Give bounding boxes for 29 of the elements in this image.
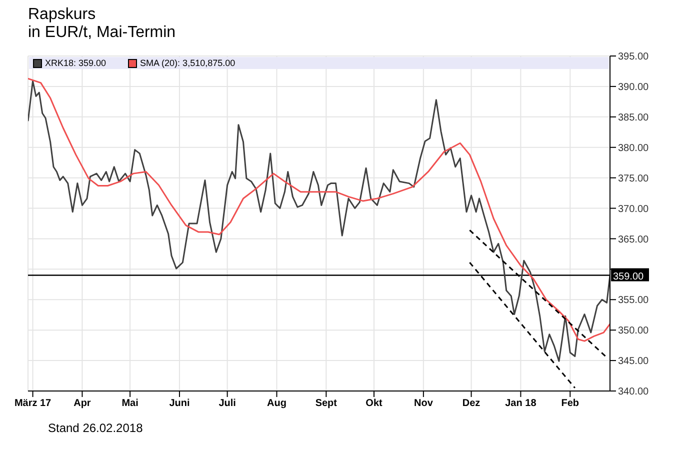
x-tick-label: Dez (462, 398, 480, 410)
y-tick-label: 350.00 (618, 326, 650, 337)
y-tick-label: 345.00 (618, 356, 650, 368)
y-tick-label: 365.00 (618, 234, 650, 246)
x-tick-label: Okt (366, 398, 384, 410)
chart-subtitle: in EUR/t, Mai-Termin (28, 24, 177, 42)
x-tick-label: Nov (414, 398, 434, 410)
y-tick-label: 380.00 (618, 142, 650, 154)
x-tick-label: Jan 18 (505, 398, 537, 410)
text: Stand 26.02.2018 (48, 421, 144, 435)
y-tick-label: 385.00 (618, 112, 650, 124)
x-tick-label: Feb (561, 398, 580, 410)
ref-line-label: 359.00 (613, 271, 644, 282)
chart-title: Rapskurs (28, 6, 97, 24)
x-tick-label: Aug (267, 398, 286, 410)
x-tick-label: Sept (315, 398, 338, 410)
x-tick-label: Apr (74, 398, 91, 410)
x-tick-label: Mai (122, 398, 139, 410)
y-tick-label: 355.00 (618, 295, 650, 306)
y-tick-label: 340.00 (618, 386, 650, 398)
y-tick-label: 370.00 (618, 204, 650, 215)
y-tick-label: 375.00 (618, 173, 650, 184)
y-tick-label: 395.00 (618, 52, 650, 63)
x-tick-label: Juni (169, 398, 190, 410)
legend-label: SMA (20): 3,510,875.00 (140, 58, 236, 68)
x-tick-label: Juli (218, 398, 236, 410)
legend-label: XRK18: 359.00 (45, 58, 106, 68)
x-tick-label: März 17 (14, 398, 52, 410)
y-tick-label: 390.00 (618, 82, 650, 94)
